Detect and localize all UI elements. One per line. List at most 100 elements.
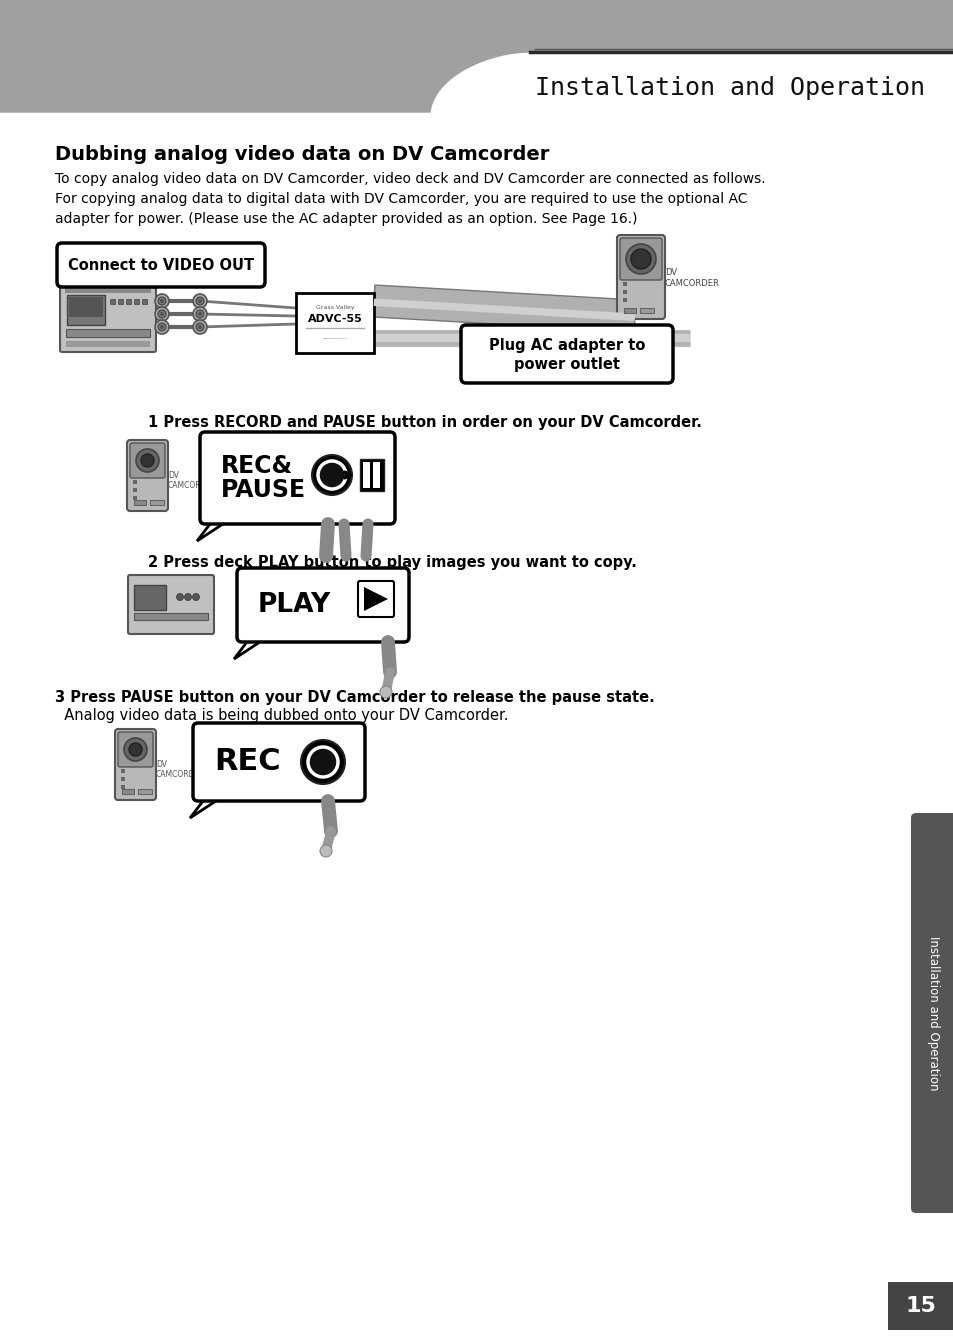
Polygon shape (233, 637, 266, 659)
Text: 3 Press PAUSE button on your DV Camcorder to release the pause state.: 3 Press PAUSE button on your DV Camcorde… (55, 690, 654, 706)
Circle shape (141, 454, 153, 467)
FancyBboxPatch shape (236, 568, 409, 641)
Circle shape (158, 297, 166, 305)
Bar (622, 283, 626, 287)
Bar (150, 499, 164, 505)
Circle shape (198, 312, 202, 316)
Text: PLAY: PLAY (257, 592, 331, 619)
Text: REC: REC (213, 747, 280, 777)
Bar (295, 293, 374, 353)
Bar (622, 299, 626, 303)
Text: REC&
PAUSE: REC& PAUSE (221, 454, 306, 502)
Circle shape (154, 307, 169, 321)
Bar (887, 1281, 953, 1330)
Bar (0, 0, 953, 52)
Bar (530, 52, 953, 116)
Circle shape (630, 249, 650, 269)
FancyBboxPatch shape (60, 283, 156, 352)
Bar (373, 462, 379, 487)
Circle shape (160, 325, 164, 329)
Bar (126, 299, 131, 304)
Text: ADVC-55: ADVC-55 (307, 315, 362, 324)
Bar (622, 291, 626, 295)
Bar (133, 613, 208, 620)
Bar (110, 299, 115, 304)
FancyBboxPatch shape (128, 574, 213, 633)
Bar (133, 299, 139, 304)
FancyBboxPatch shape (193, 723, 365, 801)
Text: Installation and Operation: Installation and Operation (535, 76, 924, 100)
Circle shape (198, 299, 202, 303)
FancyBboxPatch shape (357, 581, 394, 617)
FancyBboxPatch shape (910, 813, 953, 1213)
FancyBboxPatch shape (115, 728, 156, 799)
Circle shape (198, 325, 202, 329)
Bar (66, 341, 150, 347)
Text: Grass Valley: Grass Valley (315, 305, 354, 311)
Polygon shape (374, 299, 635, 321)
Circle shape (193, 295, 207, 308)
Circle shape (312, 455, 352, 495)
Circle shape (154, 320, 169, 333)
Circle shape (124, 738, 147, 761)
Text: ----------: ---------- (322, 335, 347, 341)
Bar (0, 0, 430, 112)
Polygon shape (196, 520, 229, 541)
FancyBboxPatch shape (200, 432, 395, 524)
FancyBboxPatch shape (460, 325, 672, 383)
Circle shape (379, 686, 392, 698)
Circle shape (160, 312, 164, 316)
Text: 15: 15 (904, 1296, 936, 1316)
Circle shape (301, 740, 345, 785)
Bar (132, 495, 137, 499)
Bar (67, 295, 105, 325)
Circle shape (136, 449, 159, 473)
Polygon shape (0, 0, 953, 112)
Bar (138, 789, 152, 794)
Polygon shape (364, 586, 388, 611)
Bar (132, 479, 137, 483)
Polygon shape (190, 797, 222, 818)
Bar (132, 487, 137, 491)
Circle shape (193, 307, 207, 321)
FancyBboxPatch shape (127, 441, 168, 511)
Circle shape (160, 299, 164, 303)
Bar (363, 462, 370, 487)
Circle shape (317, 461, 346, 489)
Circle shape (158, 311, 166, 317)
Bar (121, 769, 125, 773)
Bar (66, 329, 150, 337)
FancyBboxPatch shape (619, 238, 661, 280)
Text: 2 Press deck PLAY button to play images you want to copy.: 2 Press deck PLAY button to play images … (148, 554, 637, 570)
Bar (623, 308, 636, 313)
Text: Dubbing analog video data on DV Camcorder: Dubbing analog video data on DV Camcorde… (55, 145, 549, 163)
FancyBboxPatch shape (57, 242, 265, 287)
Circle shape (158, 323, 166, 331)
Bar (69, 297, 103, 317)
Text: 1 Press RECORD and PAUSE button in order on your DV Camcorder.: 1 Press RECORD and PAUSE button in order… (148, 415, 701, 430)
Bar (639, 308, 654, 313)
Circle shape (195, 311, 204, 317)
FancyBboxPatch shape (118, 732, 152, 767)
Circle shape (154, 295, 169, 308)
Bar (121, 777, 125, 781)
FancyBboxPatch shape (130, 443, 165, 478)
Bar (65, 288, 151, 293)
FancyBboxPatch shape (617, 236, 664, 319)
Circle shape (308, 747, 337, 777)
Bar (118, 299, 123, 304)
Polygon shape (373, 285, 636, 332)
Bar (133, 585, 166, 611)
Bar (133, 499, 146, 505)
Circle shape (319, 845, 332, 857)
Text: DV
CAMCORDER: DV CAMCORDER (168, 471, 217, 490)
Circle shape (176, 593, 183, 600)
Text: To copy analog video data on DV Camcorder, video deck and DV Camcorder are conne: To copy analog video data on DV Camcorde… (55, 171, 765, 226)
Bar (142, 299, 147, 304)
Circle shape (184, 593, 192, 600)
Circle shape (129, 743, 142, 757)
Text: Connect to VIDEO OUT: Connect to VIDEO OUT (68, 257, 253, 273)
Text: DV
CAMCORDER: DV CAMCORDER (664, 268, 720, 288)
Polygon shape (143, 283, 167, 287)
Circle shape (625, 244, 656, 274)
